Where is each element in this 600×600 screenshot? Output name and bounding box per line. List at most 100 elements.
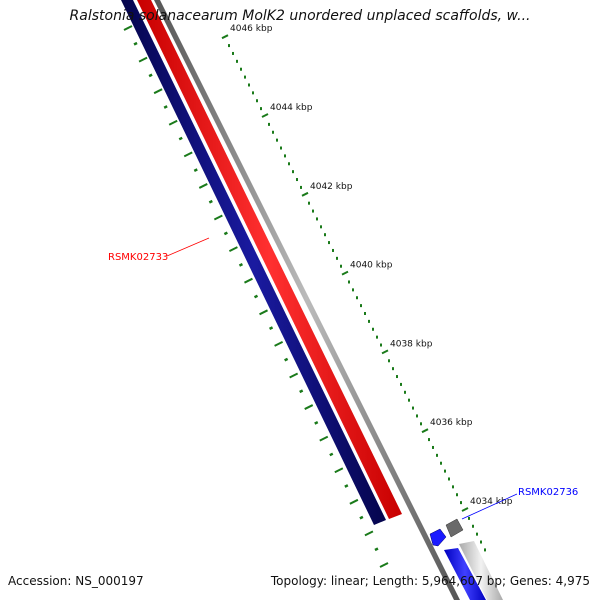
scale-minor-tick (236, 59, 238, 63)
scale-minor-tick (276, 138, 278, 142)
scale-minor-tick (232, 51, 234, 55)
ruler-tick (148, 73, 153, 78)
scale-minor-tick (332, 248, 334, 252)
gene-label-leader-rsmk02733 (166, 237, 210, 257)
scale-minor-tick (472, 524, 474, 528)
ruler-tick (238, 263, 244, 267)
ruler-tick (253, 294, 259, 299)
ruler-tick (374, 547, 379, 552)
gene-arrow-grey[interactable] (445, 518, 464, 538)
ruler-tick (193, 168, 198, 173)
ruler-tick (133, 41, 138, 46)
scale-tick-label: 4046 kbp (230, 24, 273, 34)
ruler-tick (314, 420, 319, 425)
ruler-tick (289, 372, 299, 379)
scale-minor-tick (352, 288, 354, 292)
scale-minor-tick (312, 209, 314, 213)
scale-minor-tick (476, 532, 478, 536)
scale-labels: 4046 kbp 4044 kbp 4042 kbp 4040 kbp 4038 kbp… (221, 24, 513, 552)
scale-minor-tick (272, 130, 274, 134)
scale-minor-tick (284, 154, 286, 158)
scale-minor-tick (428, 438, 430, 442)
scale-minor-tick (468, 516, 470, 520)
scale-minor-tick (480, 540, 482, 544)
scale-tick-label: 4038 kbp (390, 339, 433, 349)
scale-tick-label: 4044 kbp (270, 103, 313, 113)
scale-minor-tick (432, 445, 434, 449)
scale-minor-tick (240, 67, 242, 71)
ruler-tick (329, 452, 334, 457)
scale-tick-label: 4042 kbp (310, 182, 353, 192)
ruler-tick (349, 498, 359, 505)
ruler-tick (259, 309, 268, 316)
scale-tick-label: 4034 kbp (470, 497, 513, 507)
scale-minor-tick (268, 122, 270, 126)
ruler-tick (299, 389, 304, 394)
gene-label-leader-rsmk02736 (461, 493, 518, 520)
scale-minor-tick (244, 75, 246, 79)
ruler-tick (153, 88, 163, 95)
ruler-tick (284, 357, 289, 362)
gene-annotations: RSMK02733 RSMK02736 (108, 237, 578, 520)
scale-minor-tick (380, 343, 382, 347)
backbone-band (154, 0, 460, 600)
ruler-tick (379, 562, 389, 568)
scale-tick-label: 4036 kbp (430, 418, 473, 428)
scale-minor-tick (452, 485, 454, 489)
scale-minor-tick (484, 548, 486, 552)
scale-major-tick (341, 270, 349, 276)
genome-stats-text: Topology: linear; Length: 5,964,607 bp; … (270, 574, 590, 588)
scale-minor-tick (340, 264, 342, 268)
scale-minor-tick (376, 335, 378, 339)
scale-minor-tick (412, 406, 414, 410)
ruler-tick (183, 151, 193, 158)
scale-minor-tick (396, 375, 398, 379)
scale-minor-tick (324, 233, 326, 237)
scale-minor-tick (404, 390, 406, 394)
ruler-tick (163, 105, 168, 109)
reverse-gene-band[interactable] (121, 0, 386, 525)
accession-text: Accession: NS_000197 (8, 574, 144, 588)
ruler-tick (244, 277, 253, 284)
scale-minor-tick (292, 170, 294, 174)
ruler-tick (178, 136, 183, 141)
ruler-tick (304, 404, 314, 410)
scale-minor-tick (436, 453, 438, 457)
ruler-tick (364, 530, 374, 537)
scale-minor-tick (448, 477, 450, 481)
scale-minor-tick (392, 367, 394, 371)
scale-major-tick (421, 428, 429, 434)
scale-major-tick (221, 34, 229, 40)
scale-minor-tick (252, 91, 254, 95)
ruler-tick (223, 231, 228, 236)
scale-minor-tick (328, 241, 330, 245)
scale-major-tick (261, 113, 269, 118)
next-reverse-gene[interactable] (444, 548, 486, 600)
gene-label-rsmk02733[interactable]: RSMK02733 (108, 252, 168, 263)
ruler-tick (274, 340, 284, 347)
scale-minor-tick (440, 461, 442, 465)
scale-minor-tick (372, 327, 374, 331)
ruler-tick (319, 435, 329, 442)
ruler-tick (228, 246, 238, 253)
scale-minor-tick (416, 414, 418, 418)
feature-track (121, 0, 503, 600)
gene-arrow-blue[interactable] (429, 528, 447, 547)
scale-minor-tick (256, 99, 258, 103)
scale-ticks (123, 25, 490, 589)
scale-major-tick (461, 507, 469, 512)
scale-minor-tick (444, 469, 446, 473)
scale-minor-tick (288, 162, 290, 166)
scale-minor-tick (336, 256, 338, 260)
ruler-tick (123, 25, 133, 31)
ruler-tick (344, 484, 349, 488)
gene-label-rsmk02736[interactable]: RSMK02736 (518, 487, 578, 498)
forward-gene-band[interactable] (137, 0, 402, 519)
next-light-gene[interactable] (459, 541, 503, 600)
scale-minor-tick (280, 146, 282, 150)
scale-minor-tick (260, 107, 262, 111)
ruler-tick (268, 326, 274, 330)
ruler-tick (213, 214, 223, 221)
scale-minor-tick (356, 296, 358, 300)
